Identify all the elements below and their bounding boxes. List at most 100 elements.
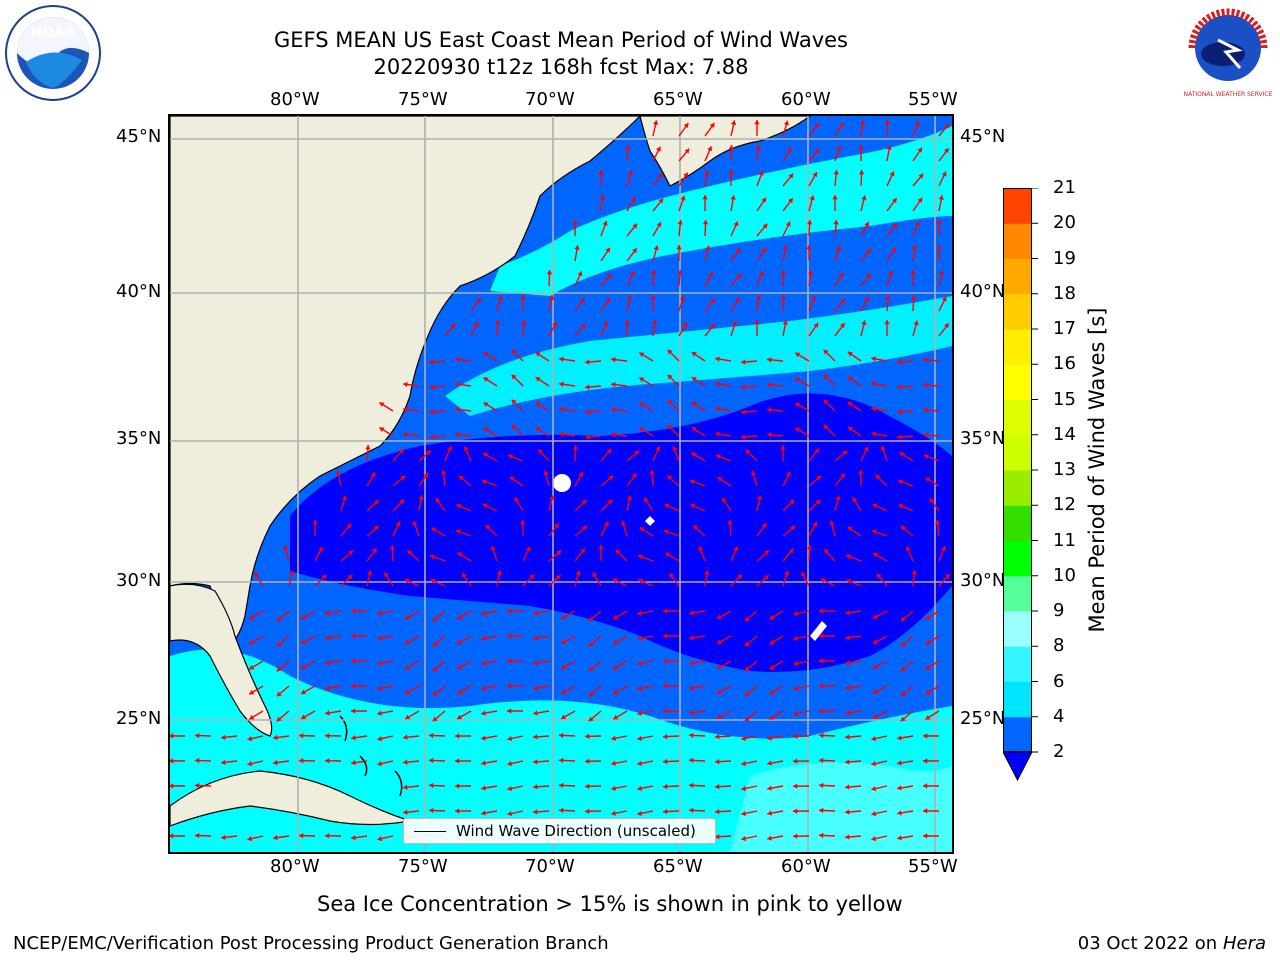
wave-arrow-head	[929, 498, 935, 504]
nws-logo: NATIONAL WEATHER SERVICE	[1178, 0, 1278, 100]
wave-arrow-head	[347, 574, 353, 580]
wave-arrow-head	[925, 640, 931, 645]
wave-arrow-head	[824, 549, 829, 555]
wave-arrow-head	[457, 639, 463, 645]
wave-arrow-head	[689, 757, 694, 764]
wave-arrow-head	[910, 270, 916, 275]
wave-arrow-head	[793, 808, 798, 814]
wave-arrow-head	[405, 689, 411, 695]
wave-arrow-head	[669, 573, 675, 579]
wave-arrow-head	[543, 470, 549, 476]
wave-arrow-head	[852, 497, 858, 503]
wave-arrow-head	[795, 402, 801, 408]
land-maritimes	[639, 116, 812, 187]
wave-arrow-head	[348, 550, 354, 556]
wave-arrow-head	[941, 171, 947, 177]
wave-arrow-head	[820, 578, 826, 583]
wave-arrow-head	[769, 664, 775, 670]
wave-arrow-head	[195, 832, 200, 839]
wave-arrow-head	[871, 835, 877, 842]
footer-date: 03 Oct 2022 on Hera	[1078, 933, 1266, 954]
colorbar	[1002, 187, 1043, 792]
colorbar-tick-label: 11	[1053, 529, 1076, 551]
wave-arrow-head	[758, 171, 764, 176]
wave-arrow-head	[885, 295, 891, 300]
wave-arrow-head	[682, 322, 688, 328]
wave-arrow-head	[580, 323, 586, 329]
wave-arrow-head	[934, 520, 941, 525]
svg-text:NATIONAL WEATHER SERVICE: NATIONAL WEATHER SERVICE	[1184, 91, 1273, 98]
wave-arrow-head	[429, 807, 434, 814]
wave-arrow-head	[693, 525, 699, 531]
colorbar-tick-label: 17	[1053, 318, 1076, 339]
wave-arrow-head	[944, 123, 950, 129]
wave-arrow-head	[716, 614, 722, 620]
wave-arrow-head	[741, 760, 747, 767]
wave-arrow-head	[653, 245, 659, 251]
wave-arrow-head	[507, 658, 512, 664]
missing-data-blob	[810, 621, 827, 641]
wave-arrow-head	[549, 495, 555, 501]
wave-arrow-head	[923, 432, 928, 438]
land-us-coast	[170, 116, 641, 648]
wave-arrow-head	[384, 572, 389, 578]
wave-arrow-head	[432, 616, 438, 622]
wave-arrow-head	[626, 495, 633, 501]
wave-arrow-head	[624, 320, 630, 325]
wave-arrow-head	[440, 470, 447, 475]
wave-arrow-head	[483, 352, 489, 357]
wave-arrow-head	[754, 320, 760, 325]
wave-arrow-head	[455, 733, 460, 739]
wave-arrow-head	[741, 810, 747, 817]
map-panel	[168, 114, 954, 854]
wave-arrow-head	[533, 784, 538, 790]
wave-arrow-head	[639, 377, 645, 383]
wave-arrow-head	[819, 732, 824, 739]
wave-arrow-head	[898, 503, 904, 509]
wave-arrow-head	[900, 641, 906, 647]
wave-arrow-head	[611, 810, 616, 816]
wave-arrow-head	[456, 503, 462, 509]
wave-arrow-head	[405, 664, 411, 670]
wave-arrow-head	[900, 716, 906, 722]
wave-arrow-head	[925, 715, 931, 720]
wave-arrow-head	[613, 664, 619, 670]
wave-arrow-head	[481, 760, 486, 766]
wave-arrow-head	[627, 170, 633, 176]
wave-arrow-head	[456, 529, 461, 535]
wave-arrow-head	[572, 445, 579, 450]
wave-arrow-head	[871, 431, 876, 437]
chart-subtitle: 20220930 t12z 168h fcst Max: 7.88	[373, 55, 749, 79]
wave-arrow-head	[914, 221, 920, 227]
wave-arrow-head	[476, 298, 481, 304]
wave-arrow-head	[923, 783, 928, 789]
colorbar-segment	[1003, 540, 1032, 577]
wave-arrow-head	[866, 273, 871, 279]
wave-arrow-head	[299, 732, 304, 739]
wave-arrow-head	[341, 495, 347, 501]
wave-arrow-head	[767, 835, 772, 841]
wave-arrow-head	[884, 320, 890, 325]
wave-arrow-head	[561, 689, 567, 695]
wave-arrow-head	[691, 452, 697, 458]
wave-arrow-head	[507, 633, 512, 639]
wave-arrow-head	[430, 554, 435, 560]
wave-arrow-head	[691, 402, 697, 407]
colorbar-tick-label: 18	[1053, 282, 1076, 304]
wave-arrow-head	[891, 198, 897, 204]
wave-arrow-head	[758, 271, 764, 277]
wave-arrow-head	[716, 689, 722, 695]
wave-arrow-head	[863, 446, 869, 452]
wave-arrow-head	[832, 195, 838, 200]
wave-arrow-head	[423, 472, 429, 478]
wave-arrow-head	[845, 784, 850, 790]
wave-arrow-head	[195, 732, 200, 739]
wave-arrow-head	[715, 381, 720, 387]
wave-arrow-head	[555, 574, 561, 580]
wave-arrow-head	[900, 616, 906, 622]
wave-arrow-head	[351, 683, 356, 689]
wave-arrow-head	[923, 407, 928, 413]
wave-arrow-head	[683, 123, 689, 129]
wave-arrow-head	[463, 446, 469, 452]
wave-arrow-head	[481, 710, 486, 716]
